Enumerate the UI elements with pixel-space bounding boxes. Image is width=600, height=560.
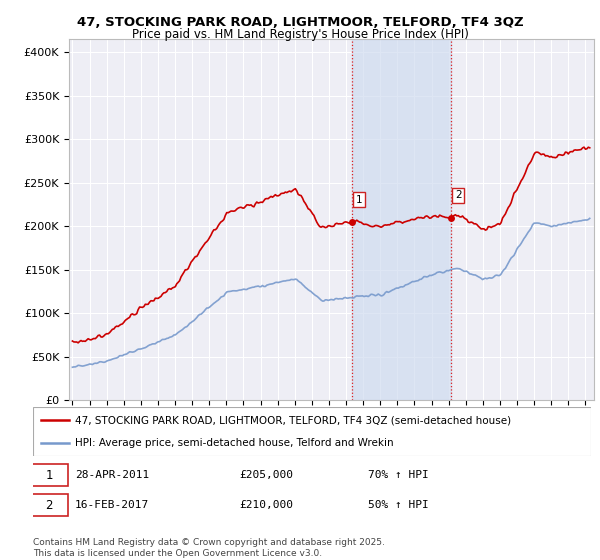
Text: Contains HM Land Registry data © Crown copyright and database right 2025.
This d: Contains HM Land Registry data © Crown c… (33, 538, 385, 558)
Text: 47, STOCKING PARK ROAD, LIGHTMOOR, TELFORD, TF4 3QZ: 47, STOCKING PARK ROAD, LIGHTMOOR, TELFO… (77, 16, 523, 29)
Text: 47, STOCKING PARK ROAD, LIGHTMOOR, TELFORD, TF4 3QZ (semi-detached house): 47, STOCKING PARK ROAD, LIGHTMOOR, TELFO… (75, 416, 511, 426)
FancyBboxPatch shape (30, 494, 68, 516)
Text: 1: 1 (356, 195, 362, 205)
FancyBboxPatch shape (30, 464, 68, 487)
Text: £210,000: £210,000 (239, 500, 293, 510)
Text: 50% ↑ HPI: 50% ↑ HPI (368, 500, 428, 510)
Text: 1: 1 (46, 469, 53, 482)
Text: 28-APR-2011: 28-APR-2011 (75, 470, 149, 480)
FancyBboxPatch shape (33, 407, 591, 456)
Text: £205,000: £205,000 (239, 470, 293, 480)
Text: 2: 2 (46, 498, 53, 512)
Text: 70% ↑ HPI: 70% ↑ HPI (368, 470, 428, 480)
Text: 2: 2 (455, 190, 461, 200)
Text: 16-FEB-2017: 16-FEB-2017 (75, 500, 149, 510)
Bar (352, 39, 451, 400)
Text: Price paid vs. HM Land Registry's House Price Index (HPI): Price paid vs. HM Land Registry's House … (131, 28, 469, 41)
Text: HPI: Average price, semi-detached house, Telford and Wrekin: HPI: Average price, semi-detached house,… (75, 438, 394, 448)
